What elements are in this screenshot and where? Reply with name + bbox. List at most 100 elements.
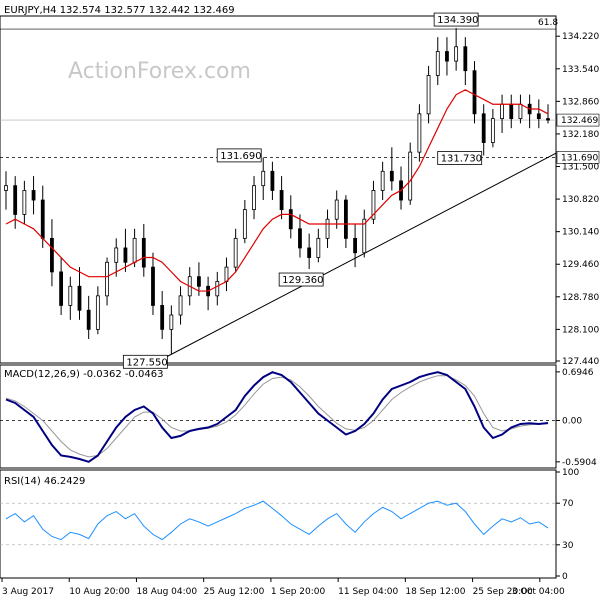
candle-body bbox=[389, 170, 394, 182]
price-annotation-box bbox=[437, 151, 483, 165]
candle-body bbox=[141, 237, 146, 268]
candle-body bbox=[13, 185, 18, 215]
candle-body bbox=[454, 46, 459, 62]
candle-body bbox=[233, 237, 238, 268]
candle-body bbox=[197, 276, 201, 287]
candle-body bbox=[353, 237, 357, 254]
candle-body bbox=[95, 295, 100, 330]
candle-body bbox=[242, 209, 247, 239]
candle-body bbox=[31, 190, 36, 201]
candle-body bbox=[298, 228, 302, 249]
candle-body bbox=[426, 75, 431, 115]
price-y-tick-label: 128.780 bbox=[562, 293, 599, 303]
candle-body bbox=[178, 295, 183, 316]
price-y-tick-label: 134.220 bbox=[562, 32, 599, 42]
candle-body bbox=[77, 285, 82, 311]
fib-label: 61.8 bbox=[538, 18, 558, 28]
candle-body bbox=[169, 314, 174, 330]
candle-body bbox=[546, 118, 550, 121]
rsi-y-tick-label: 0 bbox=[562, 572, 568, 582]
price-y-tick-label: 133.540 bbox=[562, 65, 599, 75]
rsi-layer bbox=[0, 500, 556, 546]
price-y-tick-label: 127.440 bbox=[562, 357, 599, 367]
candle-body bbox=[86, 309, 91, 330]
candle-body bbox=[316, 237, 321, 258]
candle-body bbox=[151, 266, 155, 306]
macd-panel bbox=[0, 364, 557, 469]
rsi-title: RSI(14) 46.2429 bbox=[4, 476, 85, 487]
candle-body bbox=[518, 103, 523, 120]
candle-body bbox=[132, 237, 137, 263]
x-tick-label: 3 Oct 04:00 bbox=[512, 587, 565, 597]
price-layer: 61.8 134.390 131.690 131.730 129.360 127.550 bbox=[0, 12, 558, 369]
candle-body bbox=[114, 247, 119, 263]
candle-body bbox=[417, 113, 422, 153]
candle-body bbox=[252, 185, 256, 211]
x-tick-label: 11 Sep 04:00 bbox=[338, 587, 398, 597]
candle-body bbox=[224, 266, 229, 282]
price-tag-label: 131.690 bbox=[561, 153, 598, 163]
candle-body bbox=[380, 170, 385, 191]
x-tick-label: 1 Sep 20:00 bbox=[271, 587, 326, 597]
x-tick-label: 25 Sep 20:00 bbox=[473, 587, 533, 597]
candle-body bbox=[334, 199, 339, 220]
price-tag-box bbox=[556, 151, 600, 164]
price-y-tick-label: 132.180 bbox=[562, 130, 599, 140]
candle-body bbox=[59, 271, 64, 306]
candle-body bbox=[123, 247, 128, 263]
candle-body bbox=[105, 261, 109, 297]
candle-body bbox=[343, 199, 348, 239]
candle-body bbox=[4, 185, 8, 191]
candle-body bbox=[50, 237, 54, 273]
candle-body bbox=[40, 199, 45, 239]
macd-y-tick-label: -0.5904 bbox=[562, 458, 597, 468]
candle-body bbox=[463, 46, 468, 72]
candle-body bbox=[509, 103, 514, 120]
rsi-y-tick-label: 30 bbox=[562, 541, 574, 551]
rsi-line bbox=[5, 500, 549, 541]
candle-body bbox=[500, 103, 504, 120]
x-tick-label: 10 Aug 20:00 bbox=[69, 587, 130, 597]
axis-layer: 134.220 133.540 132.860 132.180 131.500 130.8… bbox=[1, 32, 600, 597]
candle-body bbox=[445, 51, 449, 62]
candle-body bbox=[279, 190, 284, 211]
candle-body bbox=[261, 170, 266, 187]
macd-layer bbox=[0, 371, 556, 463]
price-annotation-label: 131.730 bbox=[441, 153, 482, 164]
price-y-tick-label: 130.140 bbox=[562, 228, 599, 238]
candle-body bbox=[536, 113, 541, 120]
rsi-y-tick-label: 100 bbox=[562, 468, 579, 478]
candle-body bbox=[22, 190, 27, 215]
moving-average-line bbox=[5, 89, 549, 292]
candle-body bbox=[68, 285, 73, 306]
price-y-tick-label: 132.860 bbox=[562, 97, 599, 107]
macd-y-tick-label: 0.00 bbox=[562, 417, 582, 427]
x-tick-label: 25 Aug 12:00 bbox=[204, 587, 265, 597]
candle-body bbox=[215, 281, 220, 297]
price-annotation-box bbox=[122, 354, 168, 369]
candle-body bbox=[371, 190, 376, 220]
price-annotation-label: 127.550 bbox=[126, 357, 167, 368]
candle-body bbox=[160, 305, 165, 330]
candle-body bbox=[408, 151, 413, 201]
price-y-tick-label: 128.100 bbox=[562, 325, 599, 335]
price-annotation-box bbox=[216, 148, 262, 163]
candle-body bbox=[325, 218, 330, 239]
candle-body bbox=[472, 70, 477, 115]
x-tick-label: 18 Sep 12:00 bbox=[405, 587, 465, 597]
candle-body bbox=[270, 170, 275, 191]
candle-body bbox=[362, 218, 367, 254]
price-annotation-box bbox=[278, 272, 324, 287]
x-tick-label: 3 Aug 2017 bbox=[2, 587, 54, 597]
rsi-y-tick-label: 70 bbox=[562, 499, 574, 509]
chart-title: EURJPY,H4 132.574 132.577 132.442 132.46… bbox=[4, 5, 235, 16]
price-y-tick-label: 130.820 bbox=[562, 195, 599, 205]
macd-line bbox=[5, 371, 549, 463]
candle-body bbox=[435, 51, 440, 76]
macd-title: MACD(12,26,9) -0.0362 -0.0463 bbox=[4, 369, 164, 380]
price-annotation-label: 131.690 bbox=[220, 151, 261, 162]
candle-body bbox=[481, 113, 486, 143]
price-y-tick-label: 129.460 bbox=[562, 260, 599, 270]
watermark: ActionForex.com bbox=[68, 59, 251, 84]
